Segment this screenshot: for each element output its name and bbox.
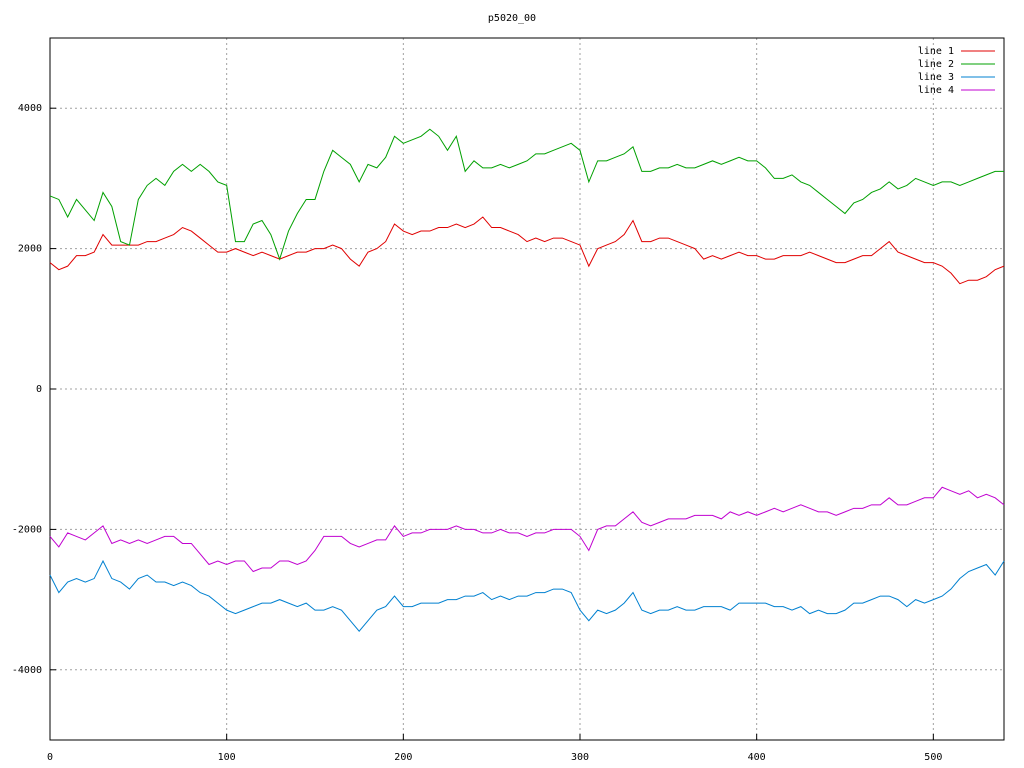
y-tick-label: -2000 [12,524,42,535]
x-tick-label: 500 [924,752,942,763]
plot-border [49,37,1005,741]
series-line [49,128,1004,261]
series-line [49,216,1005,285]
x-tick-label: 0 [47,752,53,763]
y-tick-label: 2000 [18,244,42,255]
y-tick-label: -4000 [12,665,42,676]
x-tick-label: 300 [571,752,589,763]
legend-label: line 1 [918,46,954,57]
x-tick-label: 200 [394,752,412,763]
series-line [49,559,1005,632]
series-line [49,486,1005,573]
x-tick-label: 100 [218,752,236,763]
chart-title: p5020_00 [488,13,536,24]
y-tick-label: 4000 [18,103,42,114]
legend-label: line 2 [918,59,954,70]
x-tick-label: 400 [748,752,766,763]
legend-label: line 3 [918,72,954,83]
legend-label: line 4 [918,85,954,96]
y-tick-label: 0 [36,384,42,395]
